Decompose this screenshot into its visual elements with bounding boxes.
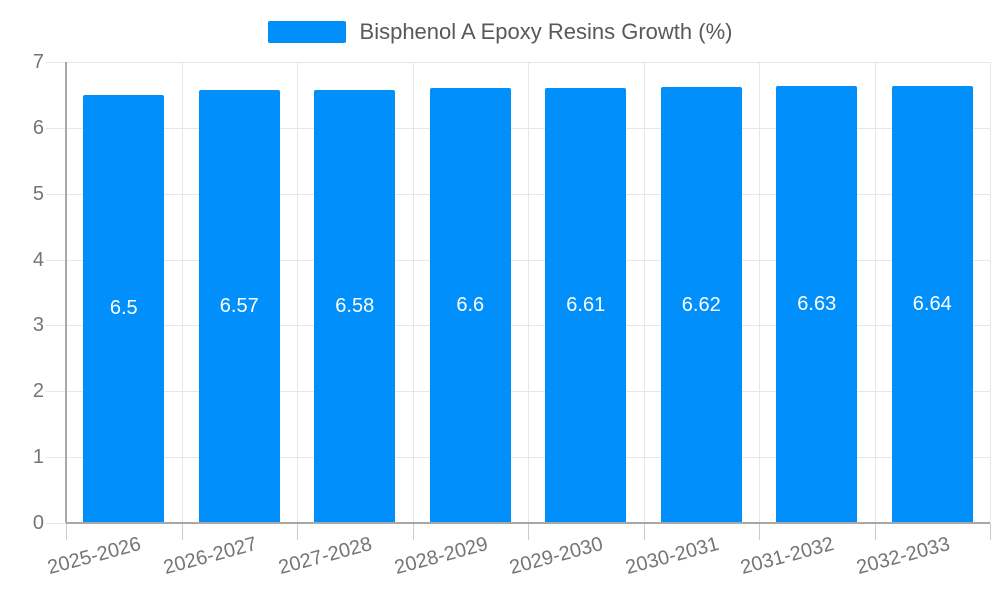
v-gridline xyxy=(874,62,876,523)
x-axis-tick xyxy=(874,523,876,540)
v-gridline xyxy=(643,62,645,523)
legend-label: Bisphenol A Epoxy Resins Growth (%) xyxy=(359,19,733,44)
x-axis-line xyxy=(66,522,990,524)
v-gridline xyxy=(528,62,529,523)
y-axis-tick xyxy=(46,127,66,129)
y-axis-line xyxy=(65,62,67,523)
y-axis-tick xyxy=(46,193,66,195)
bar[interactable]: 6.57 xyxy=(198,90,280,523)
y-axis-tick xyxy=(46,391,66,393)
bar[interactable]: 6.6 xyxy=(429,88,511,523)
v-gridline xyxy=(412,62,414,523)
legend-swatch-icon xyxy=(267,21,346,43)
x-axis-tick xyxy=(759,523,760,540)
bar-value-label: 6.64 xyxy=(912,292,952,315)
bar[interactable]: 6.61 xyxy=(545,87,627,523)
y-axis-tick-label: 7 xyxy=(32,51,44,73)
y-axis-tick-label: 1 xyxy=(32,446,44,469)
x-axis-tick xyxy=(181,523,183,540)
bar-value-label: 6.62 xyxy=(681,293,721,316)
y-axis-tick-label: 4 xyxy=(32,248,44,271)
bar[interactable]: 6.5 xyxy=(83,94,165,523)
y-axis-tick xyxy=(46,457,66,459)
x-axis-tick xyxy=(528,523,529,540)
y-axis-tick-label: 3 xyxy=(32,314,44,337)
bar[interactable]: 6.58 xyxy=(314,89,396,523)
y-axis-tick-label: 5 xyxy=(32,182,44,205)
x-axis-category-label: 2026-2027 xyxy=(160,533,259,580)
v-gridline xyxy=(990,62,991,523)
bar[interactable]: 6.63 xyxy=(776,86,858,523)
x-axis-category-label: 2032-2033 xyxy=(853,533,952,580)
bar-value-label: 6.6 xyxy=(456,294,485,317)
x-axis-category-label: 2028-2029 xyxy=(391,533,490,580)
legend-item[interactable]: Bisphenol A Epoxy Resins Growth (%) xyxy=(0,21,1000,43)
y-axis-tick-label: 0 xyxy=(32,512,44,534)
x-axis-category-label: 2030-2031 xyxy=(622,533,721,580)
x-axis-category-label: 2031-2032 xyxy=(738,533,837,580)
y-axis-tick xyxy=(46,523,66,524)
x-axis-tick xyxy=(990,523,991,540)
v-gridline xyxy=(759,62,760,523)
bar-value-label: 6.63 xyxy=(797,293,837,316)
bar-value-label: 6.57 xyxy=(219,295,259,318)
y-axis-tick xyxy=(46,62,66,63)
x-axis-category-label: 2025-2026 xyxy=(45,533,144,580)
x-axis-tick xyxy=(297,523,298,540)
bar[interactable]: 6.64 xyxy=(891,85,973,523)
y-axis-tick-label: 2 xyxy=(32,380,44,403)
bar-value-label: 6.58 xyxy=(335,294,375,317)
y-axis-tick xyxy=(46,259,66,261)
y-axis-tick-label: 6 xyxy=(32,116,44,139)
x-axis-tick xyxy=(66,523,67,540)
y-axis-tick xyxy=(46,325,66,327)
v-gridline xyxy=(297,62,298,523)
bar-value-label: 6.61 xyxy=(566,293,606,316)
x-axis-tick xyxy=(412,523,414,540)
bar[interactable]: 6.62 xyxy=(660,87,742,523)
x-axis-category-label: 2027-2028 xyxy=(276,533,375,580)
v-gridline xyxy=(181,62,183,523)
bar-value-label: 6.5 xyxy=(109,297,138,320)
x-axis-tick xyxy=(643,523,645,540)
x-axis-category-label: 2029-2030 xyxy=(507,533,606,580)
plot-area: 6.5 6.57 6.58 6.6 6.61 6.62 6.63 6.64 xyxy=(46,62,991,540)
